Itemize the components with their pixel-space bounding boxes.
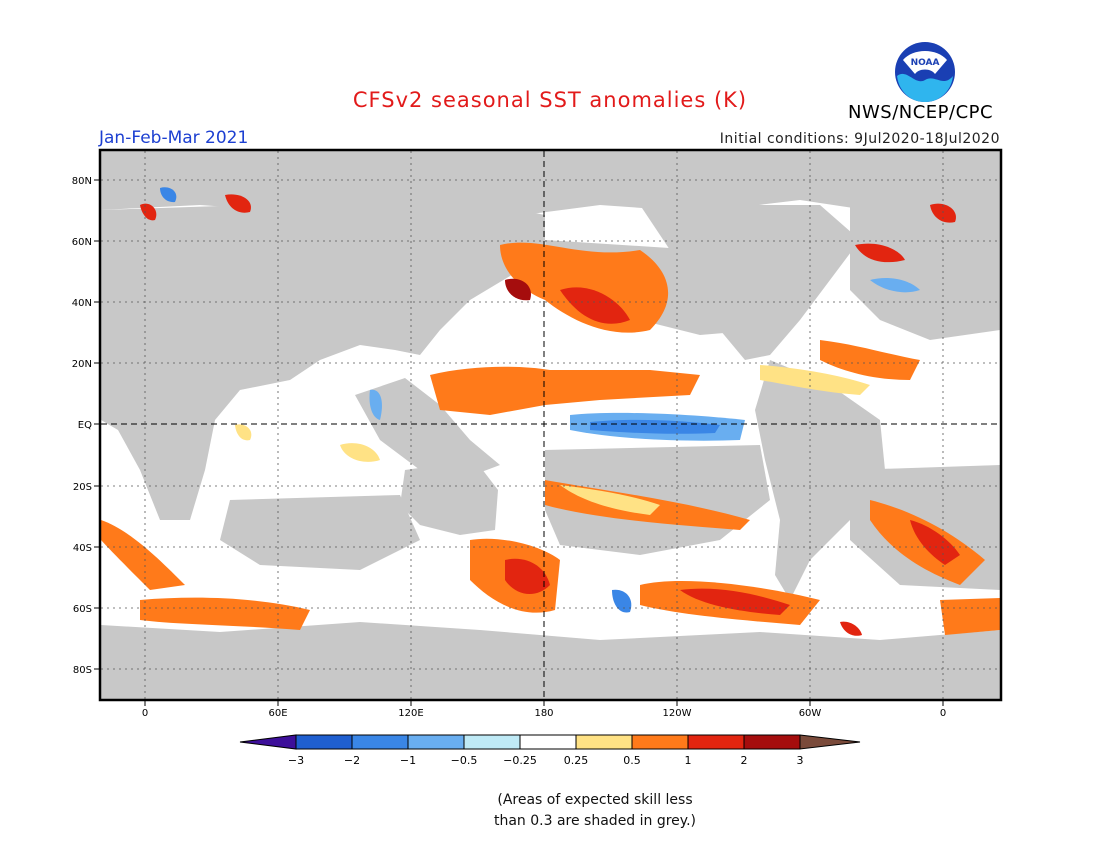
lon-label-180: 180 (534, 708, 553, 719)
lon-label-60e: 60E (268, 708, 287, 719)
colorbar-tick-label: −1 (400, 754, 416, 767)
colorbar-tick-label: 1 (685, 754, 692, 767)
colorbar-tick-label: 0.5 (623, 754, 641, 767)
lon-label-120w: 120W (663, 708, 692, 719)
colorbar-segment (575, 734, 633, 750)
lon-label-0-west: 0 (142, 708, 148, 719)
footnote-line-2: than 0.3 are shaded in grey.) (493, 813, 696, 829)
lat-label-60n: 60N (72, 237, 92, 248)
noaa-logo-text: NOAA (911, 58, 940, 68)
lon-label-60w: 60W (799, 708, 822, 719)
footnote-line-1: (Areas of expected skill less (497, 792, 693, 808)
graticule-lines (101, 151, 1000, 699)
colorbar-tick-label: −2 (344, 754, 360, 767)
colorbar-segment (295, 734, 353, 750)
axis-ticks (94, 179, 944, 706)
lat-label-eq: EQ (78, 420, 92, 431)
equator-dateline-lines (101, 151, 1000, 699)
lat-label-40n: 40N (72, 298, 92, 309)
colorbar-segment (519, 734, 577, 750)
colorbar-segment (351, 734, 409, 750)
colorbar-tick-label: −3 (288, 754, 304, 767)
noaa-logo-icon: NOAA (895, 42, 955, 102)
lat-label-40s: 40S (73, 543, 92, 554)
initial-conditions-label: Initial conditions: 9Jul2020-18Jul2020 (719, 131, 1000, 147)
agency-label: NWS/NCEP/CPC (848, 102, 994, 123)
colorbar-segment (407, 734, 465, 750)
colorbar-segment (631, 734, 689, 750)
colorbar-segment-min (239, 734, 297, 750)
lon-label-0-east: 0 (940, 708, 946, 719)
colorbar-tick-label: 2 (741, 754, 748, 767)
lat-label-20n: 20N (72, 359, 92, 370)
skill-footnote: (Areas of expected skill less than 0.3 a… (0, 790, 1100, 832)
lat-label-80s: 80S (73, 665, 92, 676)
map-title: CFSv2 seasonal SST anomalies (K) (352, 88, 748, 112)
map-frame (98, 148, 1003, 702)
lat-label-80n: 80N (72, 176, 92, 187)
colorbar-tick-label: 0.25 (564, 754, 589, 767)
colorbar-segment (463, 734, 521, 750)
colorbar-segment-max (799, 734, 861, 750)
lon-label-120e: 120E (398, 708, 423, 719)
colorbar-segment (687, 734, 745, 750)
season-label: Jan-Feb-Mar 2021 (99, 128, 249, 148)
anomaly-patches (101, 187, 1000, 636)
lat-label-60s: 60S (73, 604, 92, 615)
colorbar-tick-label: −0.5 (451, 754, 478, 767)
colorbar-tick-label: 3 (797, 754, 804, 767)
colorbar-segment (743, 734, 801, 750)
colorbar-tick-label: −0.25 (503, 754, 537, 767)
lat-label-20s: 20S (73, 482, 92, 493)
